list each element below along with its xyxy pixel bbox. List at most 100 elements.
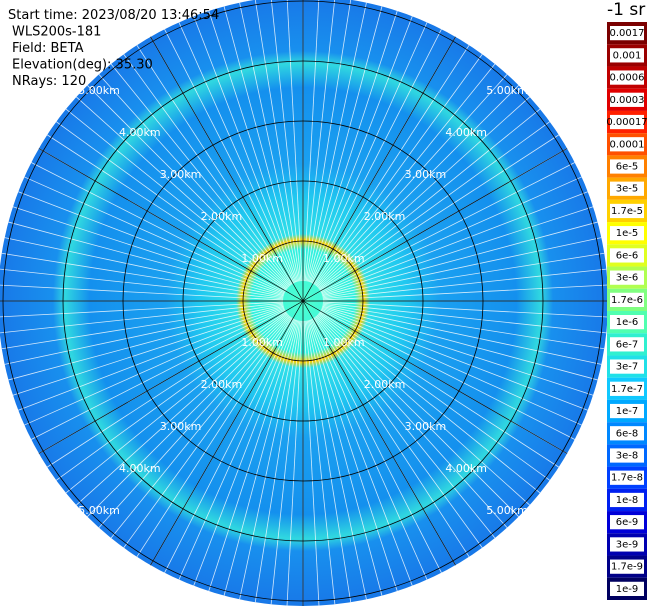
range-grid <box>0 0 608 606</box>
ray <box>87 85 290 288</box>
colorbar-label-box <box>610 48 644 63</box>
colorbar-label: 6e-6 <box>616 250 639 261</box>
ray <box>270 320 302 605</box>
range-label: 1.00km <box>323 252 365 265</box>
range-label: 3.00km <box>160 168 202 181</box>
ray <box>321 206 594 296</box>
colorbar-label-box <box>610 181 644 196</box>
ray <box>309 319 413 586</box>
ray <box>56 121 288 290</box>
range-label: 1.00km <box>323 336 365 349</box>
range-label: 4.00km <box>119 462 161 475</box>
colorbar-label-box <box>610 292 644 307</box>
ray <box>322 221 598 297</box>
ray <box>316 315 508 528</box>
colorbar-label-box <box>610 359 644 374</box>
colorbar-label: 3e-9 <box>616 539 639 550</box>
spoke <box>38 300 304 454</box>
range-labels: 1.00km 1.00km 1.00km 1.00km 2.00km 2.00km 2.00… <box>78 84 528 517</box>
ray <box>322 252 605 299</box>
ray <box>306 320 367 600</box>
range-ring <box>122 120 484 482</box>
colorbar-label-box <box>610 159 644 174</box>
ray <box>31 309 286 440</box>
range-label: 5.00km <box>486 84 528 97</box>
ray <box>320 162 575 293</box>
colorbar-label: 1.7e-9 <box>611 562 643 573</box>
ray <box>308 10 398 283</box>
colorbar-label-box <box>610 337 644 352</box>
range-label: 5.00km <box>78 84 120 97</box>
colorbar-label: 1.7e-8 <box>611 473 643 484</box>
ray <box>321 191 588 295</box>
ray <box>310 319 428 580</box>
ray <box>0 302 284 334</box>
spoke <box>302 36 456 302</box>
ray <box>8 305 284 381</box>
ray <box>322 301 608 318</box>
ray <box>254 0 301 282</box>
ray <box>322 237 602 298</box>
colorbar-label: 6e-9 <box>616 517 639 528</box>
spoke <box>302 148 568 302</box>
ray <box>87 314 290 517</box>
spoke <box>150 36 304 302</box>
ray <box>56 312 288 481</box>
colorbar-label-box <box>610 270 644 285</box>
ray <box>322 268 607 300</box>
ray <box>311 318 442 573</box>
ray <box>313 317 470 558</box>
colorbar-label: 3e-7 <box>616 362 639 373</box>
ray <box>24 176 285 294</box>
colorbar-label-box <box>610 470 644 485</box>
colorbar-label-box <box>610 492 644 508</box>
ray <box>164 29 295 284</box>
ray <box>318 313 541 494</box>
ray <box>303 0 320 282</box>
colorbar-label-box <box>610 403 644 419</box>
ray <box>307 6 383 282</box>
ray <box>316 314 519 517</box>
range-label: 2.00km <box>201 378 243 391</box>
colorbar-label-box <box>610 559 644 574</box>
ray <box>18 307 285 411</box>
ray <box>76 314 289 506</box>
colorbar-label-box <box>610 448 644 463</box>
ray <box>0 284 284 301</box>
header-line: Elevation(deg): 35.30 <box>12 58 153 73</box>
ray <box>223 6 299 282</box>
range-label: 2.00km <box>364 210 406 223</box>
range-label: 3.00km <box>405 420 447 433</box>
ray <box>18 191 285 295</box>
range-label: 3.00km <box>405 168 447 181</box>
ray <box>65 313 288 494</box>
colorbar-label: 0.001 <box>613 50 642 61</box>
ray <box>12 306 285 396</box>
colorbar-label-box <box>610 381 644 396</box>
ray <box>254 320 301 603</box>
ray <box>123 54 292 286</box>
colorbar-label-box <box>610 248 644 263</box>
colorbar-label-box <box>610 114 644 130</box>
colorbar-label: 3e-6 <box>616 273 639 284</box>
ray <box>164 318 295 573</box>
ray <box>286 320 303 606</box>
ray <box>314 54 483 286</box>
ray <box>1 303 284 350</box>
ray <box>303 320 320 606</box>
colorbar-label-box <box>610 315 644 330</box>
ray <box>318 108 541 289</box>
ray <box>305 0 352 282</box>
ray <box>65 108 288 289</box>
colorbar-label: 1.7e-6 <box>611 295 643 306</box>
range-label: 4.00km <box>445 126 487 139</box>
colorbar-label: 1.7e-5 <box>611 206 643 217</box>
ray <box>321 307 588 411</box>
colorbar-label: 1e-5 <box>616 228 639 239</box>
ray <box>123 316 292 548</box>
colorbar-label: 0.0017 <box>610 28 645 39</box>
range-label: 3.00km <box>160 420 202 433</box>
ray <box>178 22 296 283</box>
